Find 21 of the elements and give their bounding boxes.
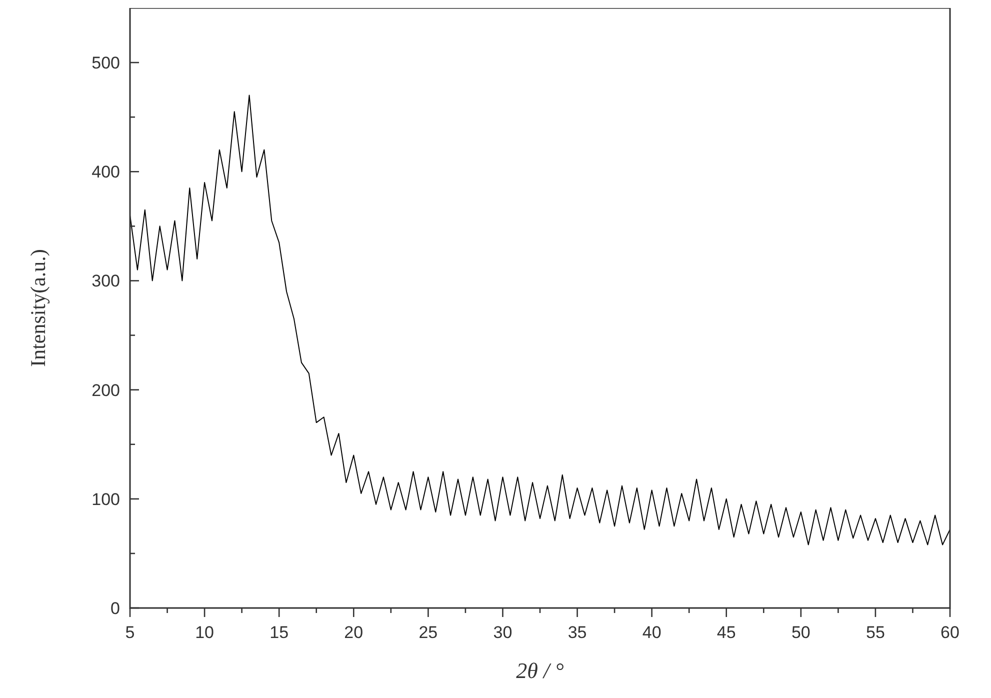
y-tick-label: 300 bbox=[92, 272, 120, 291]
x-tick-label: 40 bbox=[642, 623, 662, 642]
x-tick-label: 15 bbox=[270, 623, 289, 642]
x-tick-label: 30 bbox=[493, 623, 512, 642]
x-tick-label: 25 bbox=[418, 623, 438, 642]
x-tick-label: 55 bbox=[866, 623, 885, 642]
x-tick-label: 20 bbox=[344, 623, 364, 642]
x-tick-label: 60 bbox=[940, 623, 960, 642]
line-series bbox=[130, 94, 950, 546]
x-tick-label: 45 bbox=[716, 623, 736, 642]
y-tick-label: 200 bbox=[92, 380, 120, 400]
x-tick-label: 10 bbox=[195, 623, 214, 642]
y-tick-label: 500 bbox=[92, 53, 120, 72]
y-tick-label: 400 bbox=[92, 162, 120, 182]
y-axis-title: Intensity(a.u.) bbox=[26, 249, 50, 367]
x-tick-label: 35 bbox=[568, 623, 587, 642]
y-tick-label: 0 bbox=[110, 598, 120, 618]
x-tick-label: 50 bbox=[791, 623, 810, 642]
y-tick-label: 100 bbox=[92, 490, 120, 509]
x-tick-label: 5 bbox=[125, 623, 135, 642]
x-axis-title: 2θ / ° bbox=[516, 658, 564, 683]
